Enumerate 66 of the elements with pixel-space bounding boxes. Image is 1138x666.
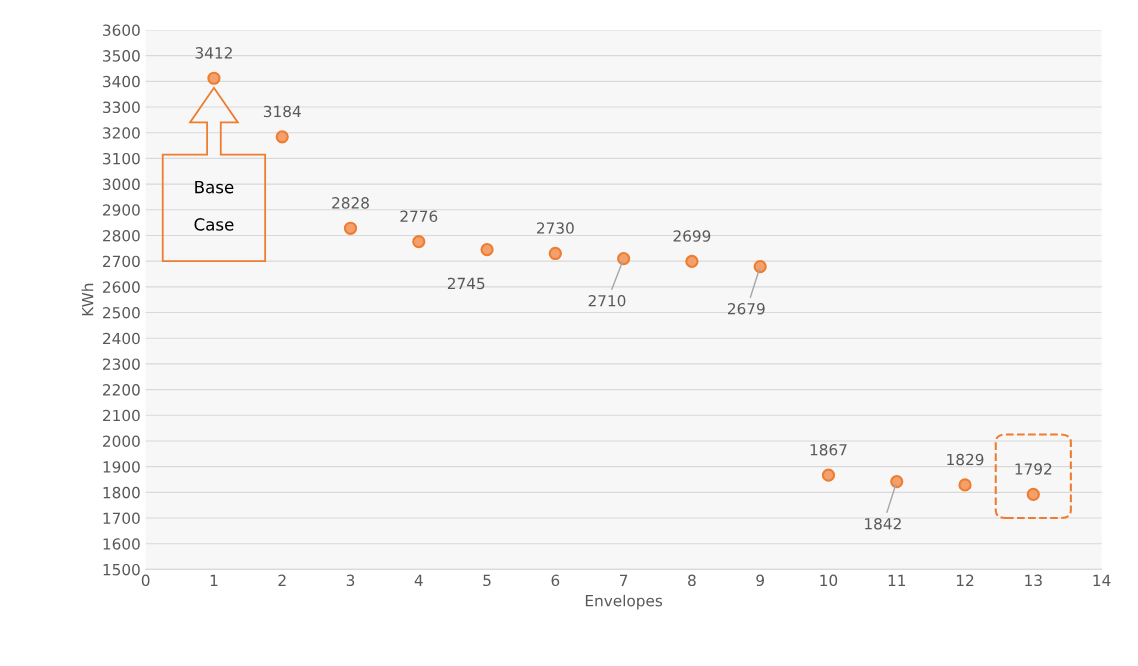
y-tick-label: 2700 <box>103 255 140 268</box>
point <box>821 468 836 482</box>
data-label: 1792 <box>1015 463 1052 475</box>
y-tick-label: 1700 <box>103 512 140 525</box>
y-tick-label: 1800 <box>103 486 140 499</box>
x-tick-label: 2 <box>278 574 286 586</box>
data-label: 2730 <box>537 222 574 234</box>
point <box>412 235 426 249</box>
y-tick-label: 2300 <box>103 358 140 370</box>
x-tick-label: 8 <box>688 574 696 587</box>
data-label: 2699 <box>673 230 711 242</box>
x-tick-label: 12 <box>956 574 974 586</box>
point <box>275 130 289 144</box>
x-tick-label: 5 <box>483 574 491 587</box>
y-tick-label: 3400 <box>103 75 140 88</box>
point <box>617 252 631 266</box>
data-label: 1867 <box>810 443 847 456</box>
y-tick-label: 2400 <box>103 332 140 345</box>
y-tick-label: 3000 <box>103 178 140 191</box>
y-tick-label: 2500 <box>103 307 140 319</box>
y-tick-label: 1500 <box>103 563 140 576</box>
y-tick-label: 3200 <box>103 127 140 139</box>
y-tick-label: 3600 <box>103 24 140 36</box>
y-tick-label: 2100 <box>103 409 140 422</box>
x-tick-label: 0 <box>141 574 150 587</box>
point <box>890 474 904 489</box>
x-tick-label: 4 <box>414 574 423 586</box>
x-tick-label: 14 <box>1093 574 1111 586</box>
data-label: 2828 <box>332 197 369 209</box>
data-label: 2679 <box>727 302 765 315</box>
y-tick-label: 2800 <box>103 229 140 242</box>
data-label: 2776 <box>400 210 438 223</box>
point <box>958 478 972 492</box>
y-axis-title: KWh <box>81 283 94 316</box>
data-label: 2710 <box>588 294 626 307</box>
point <box>1026 487 1040 502</box>
data-label: 3412 <box>195 47 232 59</box>
y-tick-label: 2200 <box>103 384 140 396</box>
x-tick-label: 1 <box>210 574 218 586</box>
x-axis-title: Envelopes <box>585 594 663 610</box>
point <box>753 259 767 274</box>
y-tick-label: 1900 <box>103 461 140 473</box>
x-tick-label: 6 <box>551 574 560 587</box>
y-tick-label: 2000 <box>103 435 140 448</box>
point <box>207 71 221 85</box>
y-tick-label: 1600 <box>103 538 140 550</box>
y-tick-label: 2600 <box>103 281 140 293</box>
y-tick-label: 3500 <box>103 50 140 62</box>
x-tick-label: 11 <box>888 574 906 586</box>
y-tick-label: 3300 <box>103 101 140 114</box>
text: Base Case <box>194 181 234 231</box>
data-label: 2745 <box>447 277 485 290</box>
point <box>685 254 699 269</box>
point <box>480 243 494 257</box>
data-label: 1842 <box>865 517 901 530</box>
x-tick-label: 7 <box>620 574 628 586</box>
y-tick-label: 3100 <box>103 152 140 165</box>
point <box>548 246 562 261</box>
point <box>343 221 358 235</box>
y-tick-label: 2900 <box>103 204 140 216</box>
data-label: 3184 <box>263 105 301 118</box>
x-tick-label: 13 <box>1025 574 1042 587</box>
data-label: 1829 <box>947 453 984 466</box>
x-tick-label: 3 <box>346 574 355 587</box>
x-tick-label: 10 <box>820 574 838 587</box>
x-tick-label: 9 <box>756 574 764 587</box>
